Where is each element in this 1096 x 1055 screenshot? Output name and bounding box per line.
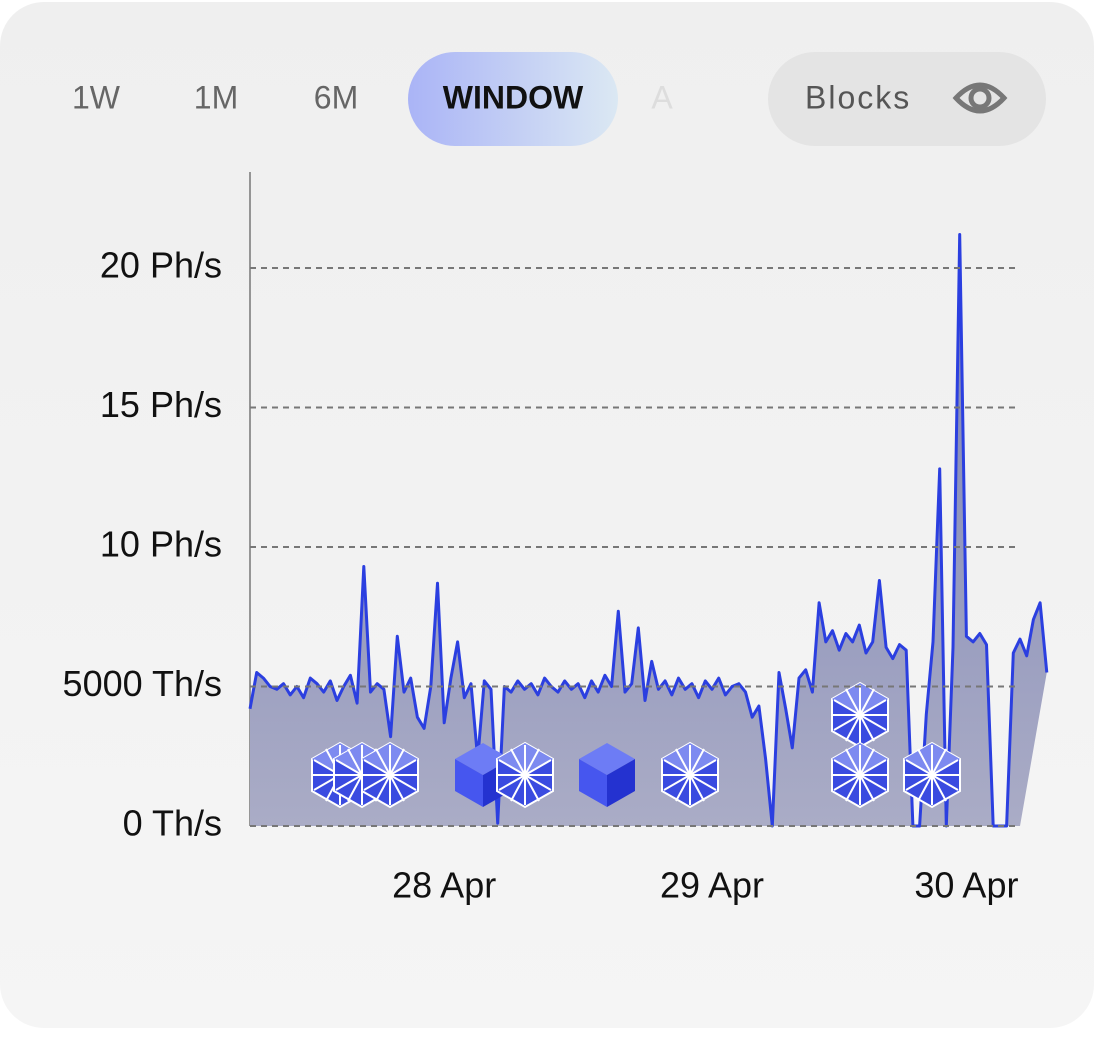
tab-highlight bbox=[408, 52, 618, 146]
x-tick-label: 28 Apr bbox=[392, 865, 496, 906]
y-tick-label: 5000 Th/s bbox=[63, 663, 222, 704]
y-tick-label: 10 Ph/s bbox=[100, 524, 222, 565]
tab[interactable]: A bbox=[651, 79, 673, 115]
tab[interactable]: 1W bbox=[72, 79, 121, 115]
y-tick-label: 0 Th/s bbox=[123, 803, 222, 844]
blocks-button[interactable] bbox=[768, 52, 1046, 146]
eye-icon[interactable] bbox=[952, 82, 1008, 114]
tab[interactable]: WINDOW bbox=[443, 79, 584, 115]
tab[interactable]: 1M bbox=[194, 79, 238, 115]
y-tick-label: 15 Ph/s bbox=[100, 384, 222, 425]
y-tick-label: 20 Ph/s bbox=[100, 245, 222, 286]
x-tick-label: 29 Apr bbox=[660, 865, 764, 906]
tab[interactable]: 6M bbox=[314, 79, 358, 115]
area bbox=[250, 234, 1047, 826]
blocks-label[interactable]: Blocks bbox=[805, 79, 911, 115]
x-tick-label: 30 Apr bbox=[914, 865, 1018, 906]
